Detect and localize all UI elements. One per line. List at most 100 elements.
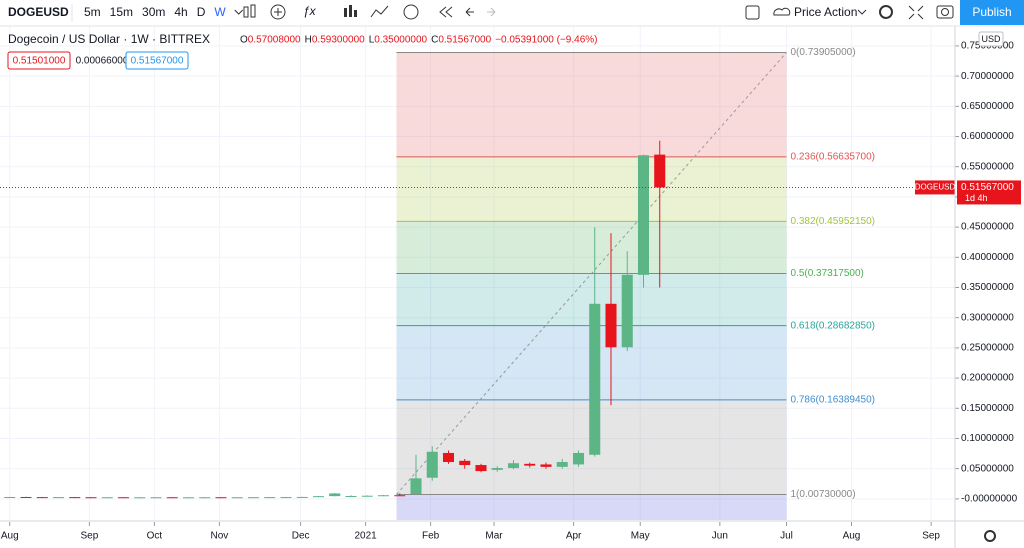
bar-icon[interactable] bbox=[344, 5, 357, 17]
x-tick-label: Aug bbox=[1, 531, 19, 542]
interval-dropdown[interactable] bbox=[234, 9, 244, 15]
publish-label[interactable]: Publish bbox=[972, 5, 1011, 19]
y-tick-label: 0.05000000 bbox=[961, 463, 1014, 474]
candle-body bbox=[296, 496, 308, 498]
settings-icon[interactable] bbox=[879, 5, 893, 19]
fib-label: 0.618(0.28682850) bbox=[790, 320, 875, 331]
interval-button[interactable]: 4h bbox=[174, 5, 187, 19]
candle-body bbox=[166, 497, 178, 499]
candle-body bbox=[247, 497, 260, 499]
y-tick-label: -0.00000000 bbox=[961, 494, 1018, 505]
fib-extension-band bbox=[396, 494, 787, 520]
x-tick-label: Sep bbox=[922, 531, 940, 542]
candle-body bbox=[572, 452, 585, 465]
fib-label: 0(0.73905000) bbox=[790, 47, 855, 58]
interval-button[interactable]: D bbox=[197, 5, 206, 19]
candle-body bbox=[410, 478, 422, 495]
candle-body bbox=[507, 463, 520, 469]
candle-body bbox=[556, 462, 568, 467]
candle-body bbox=[101, 497, 113, 499]
x-tick-label: Jul bbox=[780, 531, 793, 542]
candle-body bbox=[264, 497, 276, 499]
y-tick-label: 0.35000000 bbox=[961, 282, 1014, 293]
replay-icon[interactable] bbox=[439, 6, 453, 18]
symbol-tag bbox=[915, 180, 955, 195]
ohlc-key: H bbox=[305, 35, 312, 46]
candle-body bbox=[36, 497, 48, 499]
y-tick-label: 0.60000000 bbox=[961, 131, 1014, 142]
alert-icon[interactable] bbox=[403, 4, 419, 20]
fib-label: 0.786(0.16389450) bbox=[790, 395, 875, 406]
toolbar bbox=[0, 0, 1024, 26]
ohlc-value: 0.35000000 bbox=[374, 35, 427, 46]
fib-trend-line bbox=[396, 52, 787, 495]
bid: 0.51501000 bbox=[13, 56, 66, 67]
candle-body bbox=[134, 497, 146, 499]
symbol[interactable]: DOGEUSD bbox=[8, 5, 69, 19]
interval-button[interactable]: W bbox=[214, 5, 226, 19]
x-tick-label: Sep bbox=[80, 531, 98, 542]
candle-body bbox=[150, 497, 162, 499]
spread: 0.00066000 bbox=[76, 56, 129, 67]
candle-body bbox=[459, 460, 471, 466]
fib-band bbox=[396, 221, 787, 274]
x-tick-label: Apr bbox=[566, 531, 582, 542]
snapshot-icon[interactable] bbox=[936, 5, 954, 19]
x-tick-label: Mar bbox=[485, 531, 503, 542]
candle-body bbox=[442, 452, 455, 463]
y-tick-label: 0.25000000 bbox=[961, 343, 1014, 354]
x-tick-label: Oct bbox=[147, 531, 163, 542]
candle-body bbox=[654, 154, 666, 188]
price-tag bbox=[957, 180, 1021, 205]
interval-button[interactable]: 5m bbox=[84, 5, 101, 19]
ohlc-key: L bbox=[369, 35, 375, 46]
cloud-icon[interactable] bbox=[773, 7, 791, 16]
x-tick-label: Feb bbox=[422, 531, 440, 542]
time-settings-icon[interactable] bbox=[984, 530, 996, 542]
chart-type-icon[interactable] bbox=[243, 4, 256, 18]
interval-button[interactable]: 30m bbox=[142, 5, 165, 19]
fullscreen-icon[interactable] bbox=[908, 5, 924, 20]
ohlc-legend: O 0.57008000 H 0.59300000 L 0.35000000 C 0.5156… bbox=[240, 35, 598, 46]
ohlc-value: 0.57008000 bbox=[248, 35, 301, 46]
candle-body bbox=[426, 451, 438, 478]
template-name[interactable]: Price Action bbox=[794, 5, 857, 19]
x-tick-label: 2021 bbox=[354, 531, 377, 542]
candle-body bbox=[85, 497, 97, 499]
x-tick-label: Dec bbox=[292, 531, 310, 542]
fx-icon[interactable]: ƒx bbox=[303, 4, 317, 18]
candle-body bbox=[621, 274, 633, 348]
candle-body bbox=[4, 496, 16, 498]
candle-body bbox=[312, 496, 325, 498]
candle-body bbox=[491, 468, 503, 470]
y-tick-label: 0.10000000 bbox=[961, 433, 1014, 444]
redo-icon[interactable] bbox=[487, 7, 496, 17]
y-tick-label: 0.70000000 bbox=[961, 71, 1014, 82]
y-tick-label: 0.55000000 bbox=[961, 161, 1014, 172]
y-tick-label: 0.45000000 bbox=[961, 222, 1014, 233]
ask-box bbox=[125, 51, 189, 70]
candle-body bbox=[199, 497, 211, 499]
currency[interactable]: USD bbox=[981, 34, 1001, 44]
candle-body bbox=[329, 493, 341, 497]
symbol-tag-label: DOGEUSD bbox=[915, 183, 956, 192]
interval-button[interactable]: 15m bbox=[110, 5, 133, 19]
undo-icon[interactable] bbox=[465, 7, 474, 17]
fib-label: 0.5(0.37317500) bbox=[790, 268, 863, 279]
dropdown-icon[interactable] bbox=[857, 9, 867, 15]
ohlc-change: −0.05391000 (−9.46%) bbox=[495, 35, 597, 46]
candle-body bbox=[69, 497, 81, 499]
y-tick-label: 0.65000000 bbox=[961, 101, 1014, 112]
ohlc-key: O bbox=[240, 35, 248, 46]
publish-button[interactable] bbox=[960, 0, 1024, 25]
compare-icon[interactable] bbox=[370, 5, 389, 18]
fib-label: 0.236(0.56635700) bbox=[790, 151, 875, 162]
candle-body bbox=[20, 496, 32, 498]
countdown: 1d 4h bbox=[965, 193, 988, 203]
layout-icon[interactable] bbox=[745, 5, 760, 20]
indicator-add-icon[interactable] bbox=[270, 4, 286, 20]
currency-box[interactable] bbox=[978, 31, 1004, 47]
fib-band bbox=[396, 52, 787, 157]
x-tick-label: Nov bbox=[210, 531, 228, 542]
candle-body bbox=[589, 303, 601, 455]
